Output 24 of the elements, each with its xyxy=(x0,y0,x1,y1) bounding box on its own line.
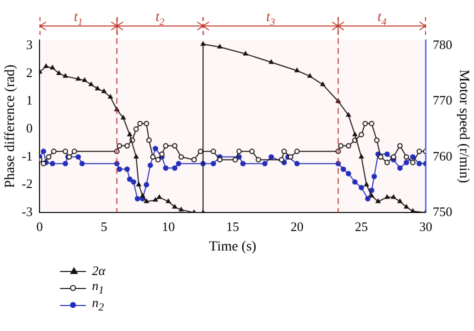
x-tick-label: 5 xyxy=(100,218,108,234)
y-tick-label: 0 xyxy=(26,120,33,136)
y2-tick-label: 750 xyxy=(432,204,452,220)
x-tick-label: 10 xyxy=(162,218,175,234)
legend-label: n$_{2}$ xyxy=(92,295,104,314)
y2-tick-label: 770 xyxy=(432,92,452,108)
y2-tick-label: 780 xyxy=(432,36,452,52)
y-tick-label: -1 xyxy=(22,148,33,164)
legend-label: 2α xyxy=(92,262,106,278)
x-tick-label: 15 xyxy=(226,218,240,234)
y-tick-label: 3 xyxy=(26,36,33,52)
y2-tick-label: 760 xyxy=(432,148,452,164)
y-tick-label: 2 xyxy=(26,64,33,80)
y-tick-label: -2 xyxy=(22,176,33,192)
x-tick-label: 0 xyxy=(36,218,43,234)
legend-label: n$_{1}$ xyxy=(92,278,104,297)
y2-axis-title: Motor speed (r/min) xyxy=(456,70,471,184)
y-axis-title: Phase difference (rad) xyxy=(3,64,18,188)
x-tick-label: 30 xyxy=(419,218,432,234)
x-tick-label: 25 xyxy=(354,218,368,234)
x-tick-label: 20 xyxy=(290,218,304,234)
y-tick-label: -3 xyxy=(22,204,33,220)
y-tick-label: 1 xyxy=(26,92,33,108)
x-axis-title: Time (s) xyxy=(209,239,257,254)
